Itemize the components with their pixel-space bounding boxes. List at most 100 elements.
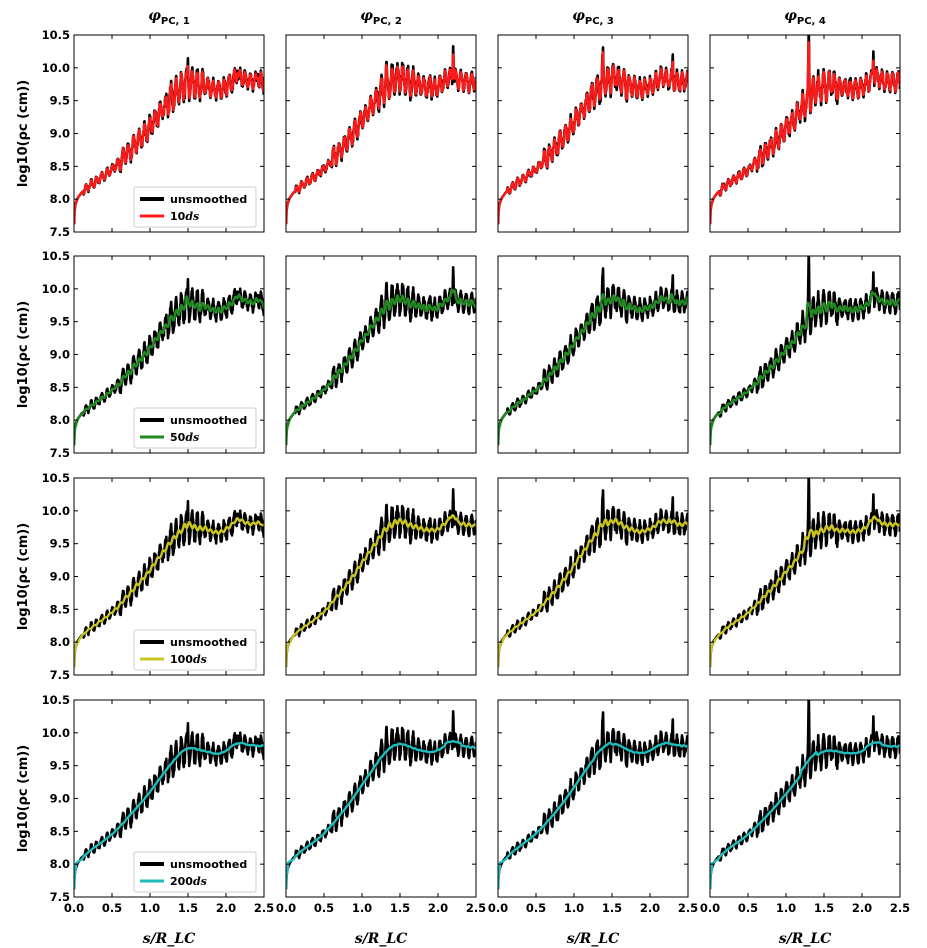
- x-tick-label: 1.0: [352, 901, 372, 915]
- y-tick-label: 9.0: [50, 570, 70, 584]
- legend: unsmoothed 100ds: [133, 629, 257, 671]
- x-tick-label: 1.0: [140, 901, 160, 915]
- y-tick-label: 8.5: [50, 824, 70, 838]
- plot-frame: [497, 34, 689, 233]
- y-tick-label: 9.5: [50, 94, 70, 108]
- smoothed-series-line: [710, 515, 900, 668]
- x-tick-label: 0.5: [314, 901, 334, 915]
- plot-frame: [285, 477, 477, 676]
- legend-label-unsmoothed: unsmoothed: [170, 636, 247, 649]
- column-title-subscript: PC, 3: [585, 16, 614, 27]
- y-tick-label: 8.0: [50, 192, 70, 206]
- y-tick-label: 7.5: [50, 890, 70, 904]
- legend-window-unit: ds: [193, 653, 207, 666]
- y-tick-label: 10.0: [42, 282, 70, 296]
- y-tick-label: 8.5: [50, 159, 70, 173]
- legend-label-smoothed: 10ds: [170, 210, 199, 223]
- plot-frame: [285, 255, 477, 454]
- subplot-r2-c2: [285, 255, 477, 454]
- plot-frame: [497, 255, 689, 454]
- y-tick-label: 10.0: [42, 726, 70, 740]
- legend-label-smoothed: 50ds: [170, 431, 199, 444]
- legend-label-unsmoothed: unsmoothed: [170, 858, 247, 871]
- unsmoothed-series-line: [710, 478, 900, 668]
- y-tick-label: 8.0: [50, 635, 70, 649]
- x-tick-label: 1.0: [776, 901, 796, 915]
- plot-frame: [709, 34, 901, 233]
- x-tick-label: 0.5: [526, 901, 546, 915]
- x-tick-label: 2.5: [678, 901, 698, 915]
- x-tick-label: 0.0: [64, 901, 84, 915]
- smoothed-series-line: [286, 288, 476, 446]
- y-tick-label: 9.5: [50, 759, 70, 773]
- y-tick-label: 9.5: [50, 537, 70, 551]
- smoothed-series-line: [710, 741, 900, 890]
- y-tick-label: 8.0: [50, 857, 70, 871]
- subplot-r1-c3: [497, 34, 689, 233]
- subplot-r3-c1: 7.5 8.0 8.5 9.0 9.5 10.0 10.5 unsmoothed 100ds: [42, 471, 265, 682]
- x-tick-label: 2.0: [216, 901, 236, 915]
- legend-window-unit: ds: [193, 875, 207, 888]
- smoothed-series-line: [498, 50, 688, 225]
- y-axis-label-row-2: log10(ρc (cm)): [16, 301, 31, 408]
- y-tick-label: 10.5: [42, 693, 70, 707]
- legend: unsmoothed 10ds: [133, 186, 257, 228]
- legend-label-smoothed: 200ds: [170, 875, 207, 888]
- x-tick-label: 0.0: [276, 901, 296, 915]
- x-tick-label: 2.0: [852, 901, 872, 915]
- subplot-r2-c4: [709, 255, 901, 454]
- unsmoothed-series-line: [498, 489, 688, 668]
- smoothed-series-line: [74, 741, 264, 890]
- x-tick-label: 0.5: [738, 901, 758, 915]
- smoothed-series-line: [286, 740, 476, 890]
- y-tick-label: 8.5: [50, 380, 70, 394]
- smoothed-series-line: [498, 517, 688, 668]
- y-tick-label: 8.0: [50, 413, 70, 427]
- y-tick-label: 9.0: [50, 792, 70, 806]
- legend-label-unsmoothed: unsmoothed: [170, 193, 247, 206]
- plot-frame: [709, 477, 901, 676]
- legend-label-unsmoothed: unsmoothed: [170, 414, 247, 427]
- unsmoothed-series-line: [498, 711, 688, 890]
- x-tick-label: 2.0: [428, 901, 448, 915]
- subplot-r4-c4: 0.0 0.5 1.0 1.5 2.0 2.5 s/R_LC: [700, 699, 910, 947]
- column-title-subscript: PC, 4: [797, 16, 826, 27]
- smoothed-series-line: [498, 741, 688, 890]
- column-title-3: φPC, 3: [572, 8, 614, 27]
- unsmoothed-series-line: [498, 267, 688, 446]
- smoothed-series-line: [710, 290, 900, 446]
- subplot-r1-c4: [709, 34, 901, 233]
- y-axis-label-row-1: log10(ρc (cm)): [16, 80, 31, 187]
- column-title-symbol: φ: [360, 8, 373, 24]
- x-tick-label: 1.5: [814, 901, 834, 915]
- y-tick-label: 7.5: [50, 446, 70, 460]
- x-axis-label: s/R_LC: [355, 931, 408, 947]
- unsmoothed-series-line: [710, 700, 900, 890]
- unsmoothed-series-line: [286, 710, 476, 890]
- legend-box: [133, 407, 257, 449]
- smoothed-series-line: [74, 516, 264, 668]
- unsmoothed-series-line: [286, 45, 476, 225]
- y-tick-label: 9.5: [50, 315, 70, 329]
- column-title-2: φPC, 2: [360, 8, 402, 27]
- smoothed-series-line: [74, 64, 264, 225]
- y-tick-label: 10.0: [42, 504, 70, 518]
- legend-window-value: 50: [170, 431, 186, 444]
- x-tick-label: 0.0: [488, 901, 508, 915]
- x-axis-label: s/R_LC: [779, 931, 832, 947]
- legend-window-unit: ds: [185, 431, 199, 444]
- subplot-r4-c3: 0.0 0.5 1.0 1.5 2.0 2.5 s/R_LC: [488, 699, 698, 947]
- column-title-1: φPC, 1: [148, 8, 190, 27]
- unsmoothed-series-line: [710, 256, 900, 446]
- y-tick-label: 8.5: [50, 602, 70, 616]
- y-tick-label: 9.0: [50, 127, 70, 141]
- subplot-r2-c3: [497, 255, 689, 454]
- y-axis-label-row-4: log10(ρc (cm)): [16, 745, 31, 852]
- x-tick-label: 1.5: [178, 901, 198, 915]
- column-title-symbol: φ: [784, 8, 797, 24]
- column-title-subscript: PC, 2: [373, 16, 402, 27]
- legend-box: [133, 851, 257, 893]
- column-title-subscript: PC, 1: [161, 16, 190, 27]
- y-tick-label: 7.5: [50, 668, 70, 682]
